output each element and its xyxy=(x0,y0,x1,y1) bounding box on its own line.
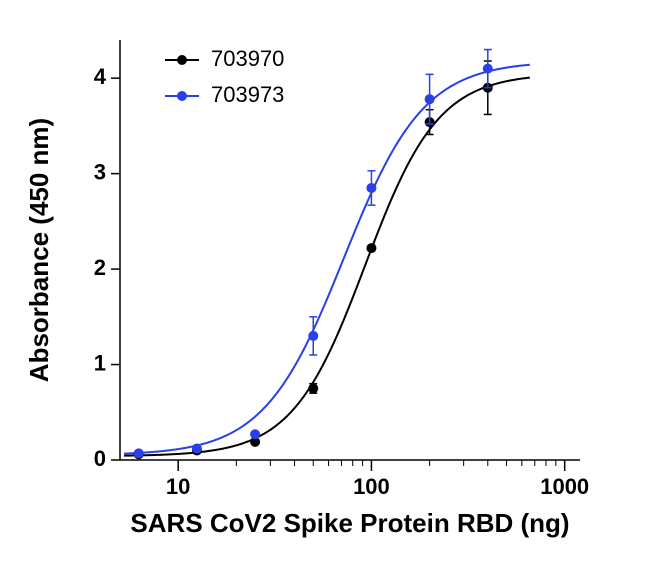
legend-label: 703970 xyxy=(211,46,284,71)
data-point xyxy=(308,331,318,341)
data-point xyxy=(366,183,376,193)
y-tick-label: 4 xyxy=(94,64,107,89)
y-tick-label: 0 xyxy=(94,446,106,471)
legend-marker xyxy=(177,55,187,65)
chart-container: 0 1 2 3 4 10 100 1000 SARS CoV2 Spike Protein RB… xyxy=(0,0,650,571)
x-tick-label: 10 xyxy=(166,474,190,499)
y-tick-label: 1 xyxy=(94,350,106,375)
dose-response-chart: 0 1 2 3 4 10 100 1000 SARS CoV2 Spike Protein RB… xyxy=(0,0,650,571)
data-point xyxy=(308,383,318,393)
x-tick-label: 1000 xyxy=(540,474,589,499)
data-point xyxy=(483,64,493,74)
data-point xyxy=(425,94,435,104)
y-tick-label: 2 xyxy=(94,255,106,280)
y-tick-label: 3 xyxy=(94,159,106,184)
legend-marker xyxy=(177,91,187,101)
data-point xyxy=(250,429,260,439)
x-tick-label: 100 xyxy=(353,474,390,499)
data-point xyxy=(192,444,202,454)
data-point xyxy=(134,448,144,458)
legend-label: 703973 xyxy=(211,82,284,107)
data-point xyxy=(366,243,376,253)
x-axis-label: SARS CoV2 Spike Protein RBD (ng) xyxy=(130,508,569,538)
y-axis-label: Absorbance (450 nm) xyxy=(24,118,54,382)
